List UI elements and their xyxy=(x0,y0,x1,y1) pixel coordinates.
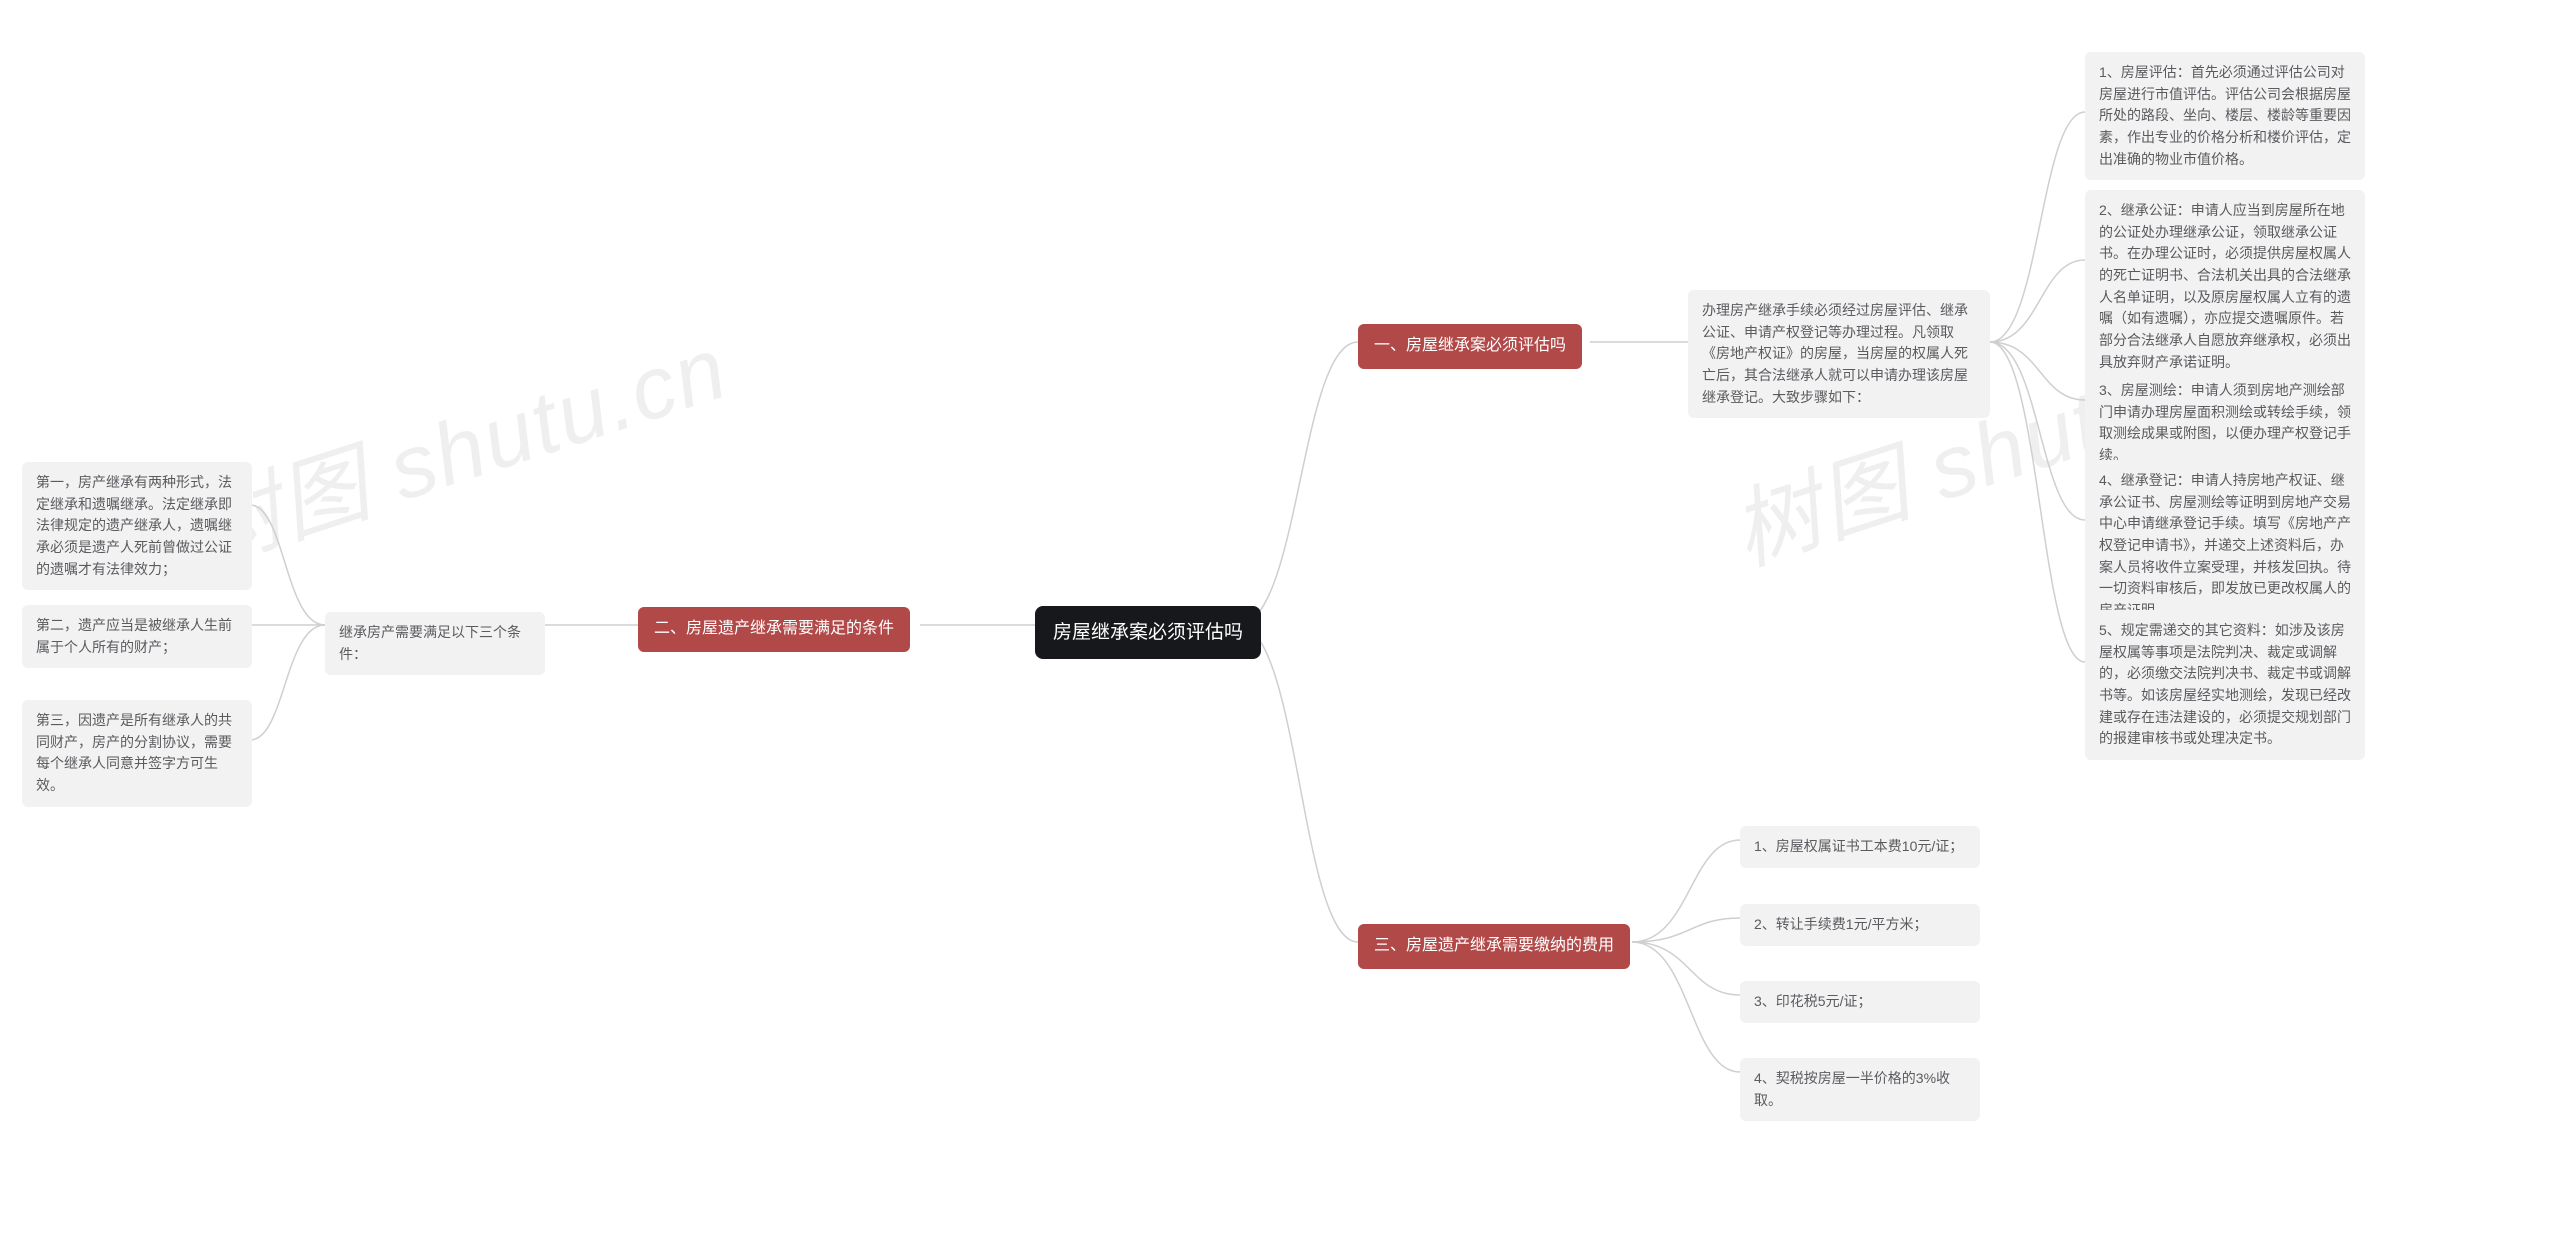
b2-cond-1: 第一，房产继承有两种形式，法定继承和遗嘱继承。法定继承即法律规定的遗产继承人，遗… xyxy=(22,462,252,590)
b3-fee-2: 2、转让手续费1元/平方米； xyxy=(1740,904,1980,946)
b1-step-5: 5、规定需递交的其它资料：如涉及该房屋权属等事项是法院判决、裁定或调解的，必须缴… xyxy=(2085,610,2365,760)
b1-step-1: 1、房屋评估：首先必须通过评估公司对房屋进行市值评估。评估公司会根据房屋所处的路… xyxy=(2085,52,2365,180)
b2-intro: 继承房产需要满足以下三个条件： xyxy=(325,612,545,675)
b1-intro: 办理房产继承手续必须经过房屋评估、继承公证、申请产权登记等办理过程。凡领取《房地… xyxy=(1688,290,1990,418)
branch-2[interactable]: 二、房屋遗产继承需要满足的条件 xyxy=(638,607,910,652)
branch-1[interactable]: 一、房屋继承案必须评估吗 xyxy=(1358,324,1582,369)
watermark-left: 树图 shutu.cn xyxy=(174,297,741,589)
b3-fee-4: 4、契税按房屋一半价格的3%收取。 xyxy=(1740,1058,1980,1121)
b3-fee-3: 3、印花税5元/证； xyxy=(1740,981,1980,1023)
b2-cond-2: 第二，遗产应当是被继承人生前属于个人所有的财产； xyxy=(22,605,252,668)
branch-3[interactable]: 三、房屋遗产继承需要缴纳的费用 xyxy=(1358,924,1630,969)
b2-cond-3: 第三，因遗产是所有继承人的共同财产，房产的分割协议，需要每个继承人同意并签字方可… xyxy=(22,700,252,807)
root-node[interactable]: 房屋继承案必须评估吗 xyxy=(1035,606,1261,659)
b3-fee-1: 1、房屋权属证书工本费10元/证； xyxy=(1740,826,1980,868)
b1-step-2: 2、继承公证：申请人应当到房屋所在地的公证处办理继承公证，领取继承公证书。在办理… xyxy=(2085,190,2365,384)
b1-step-4: 4、继承登记：申请人持房地产权证、继承公证书、房屋测绘等证明到房地产交易中心申请… xyxy=(2085,460,2365,632)
